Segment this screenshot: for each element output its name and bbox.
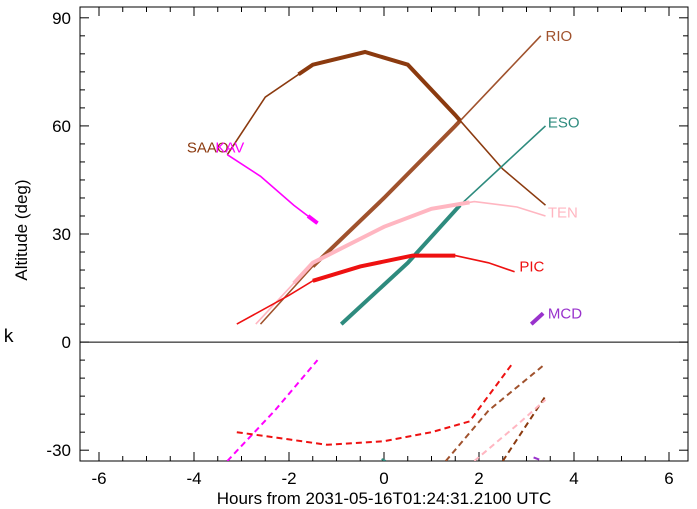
series-rio-label: RIO — [546, 28, 573, 45]
series-pic-label: PIC — [519, 258, 544, 275]
x-tick-label: -4 — [186, 469, 201, 488]
series-saao-line — [226, 51, 547, 206]
y-axis-title: Altitude (deg) — [12, 179, 31, 280]
x-tick-label: 6 — [664, 469, 673, 488]
y-tick-label: 0 — [62, 333, 71, 352]
series-ten-below-horizon — [473, 398, 547, 461]
series-kav-visible-segment — [306, 214, 319, 225]
series-kav-line — [226, 154, 318, 224]
series-eso-below-horizon — [381, 458, 387, 461]
x-tick-label: -6 — [91, 469, 106, 488]
series-rio-below-horizon — [445, 362, 547, 461]
series-kav-label: KAV — [215, 140, 244, 157]
x-tick-label: 0 — [379, 469, 388, 488]
series-mcd-label: MCD — [548, 305, 582, 322]
y-tick-label: -30 — [46, 441, 71, 460]
series-ten-label: TEN — [548, 204, 578, 221]
series-pic-visible-segment — [312, 253, 456, 283]
x-tick-label: 2 — [474, 469, 483, 488]
x-tick-label: 4 — [569, 469, 578, 488]
x-axis-title: Hours from 2031-05-16T01:24:31.2100 UTC — [217, 489, 552, 508]
series-mcd-below-horizon — [533, 456, 544, 461]
series-eso-visible-segment — [339, 203, 462, 326]
y-tick-label: 30 — [52, 225, 71, 244]
series-pic-below-horizon — [236, 363, 514, 446]
series-rio-visible-segment — [311, 119, 462, 268]
series-saao-label: SAAO — [187, 140, 229, 157]
x-tick-label: -2 — [281, 469, 296, 488]
side-mark: k — [3, 326, 14, 347]
y-tick-label: 60 — [52, 117, 71, 136]
series-kav-below-horizon — [226, 359, 319, 461]
series-mcd-visible-segment — [529, 311, 545, 326]
series-ten-visible-segment — [292, 200, 470, 285]
y-tick-label: 90 — [52, 9, 71, 28]
series-eso-label: ESO — [548, 114, 580, 131]
plot-frame — [79, 6, 689, 462]
series-saao-visible-segment — [297, 49, 462, 122]
